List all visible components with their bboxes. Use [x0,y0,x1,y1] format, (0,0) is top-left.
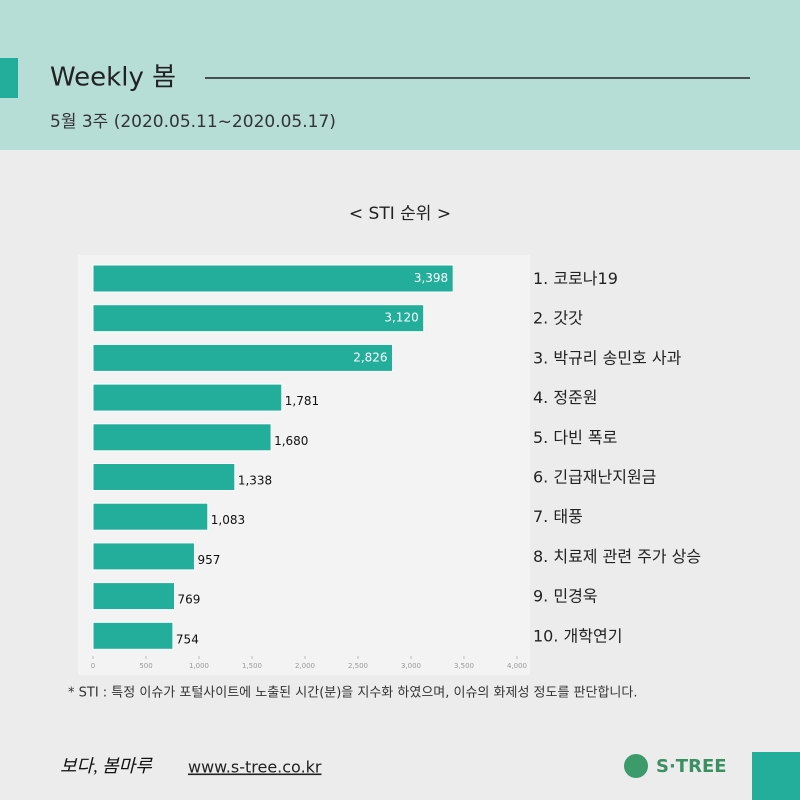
value-label: 754 [176,632,199,646]
bar [92,463,236,491]
bar [92,621,174,650]
value-label: 1,083 [211,513,245,527]
category-label: 1. 코로나19 [533,269,618,288]
value-label: 957 [197,553,220,567]
value-label: 3,398 [414,271,448,285]
category-label: 10. 개학연기 [533,626,622,645]
header-subtitle: 5월 3주 (2020.05.11~2020.05.17) [50,112,336,132]
x-tick-label: 3,500 [454,662,474,670]
value-label: 769 [178,593,201,607]
header-marker [0,58,18,98]
logo-text: S·TREE [656,756,727,777]
value-label: 1,680 [274,434,308,448]
value-label: 1,338 [238,474,272,488]
x-tick-label: 0 [91,662,95,670]
bar [92,502,209,531]
category-label: 4. 정준원 [533,388,598,407]
bar [92,423,272,452]
x-tick-label: 1,500 [242,662,262,670]
category-label: 2. 갓갓 [533,309,583,328]
value-label: 2,826 [353,350,387,364]
header-band [0,0,800,150]
category-label: 9. 민경욱 [533,587,598,606]
bar [92,383,283,412]
chart-title: < STI 순위 > [349,204,451,224]
category-label: 8. 치료제 관련 주가 상승 [533,547,701,566]
category-label: 5. 다빈 폭로 [533,428,617,447]
url[interactable]: www.s-tree.co.kr [188,758,322,777]
bar [92,264,454,293]
footnote: * STI : 특정 이슈가 포털사이트에 노출된 시간(분)을 지수화 하였으… [68,686,637,701]
brand: 보다, 봄마루 [60,756,153,776]
value-label: 1,781 [285,394,319,408]
bar [92,582,176,611]
x-tick-label: 2,500 [348,662,368,670]
bar [92,343,394,372]
x-tick-label: 3,000 [401,662,421,670]
header-title: Weekly 봄 [50,63,176,93]
logo-icon [624,754,648,778]
category-label: 6. 긴급재난지원금 [533,468,656,487]
category-label: 3. 박규리 송민호 사과 [533,348,682,367]
bar [92,304,425,333]
corner-block [752,752,800,800]
x-tick-label: 500 [139,662,152,670]
x-tick-label: 2,000 [295,662,315,670]
x-tick-label: 1,000 [189,662,209,670]
category-label: 7. 태풍 [533,507,583,526]
value-label: 3,120 [384,311,418,325]
bar [92,542,195,571]
x-tick-label: 4,000 [507,662,527,670]
